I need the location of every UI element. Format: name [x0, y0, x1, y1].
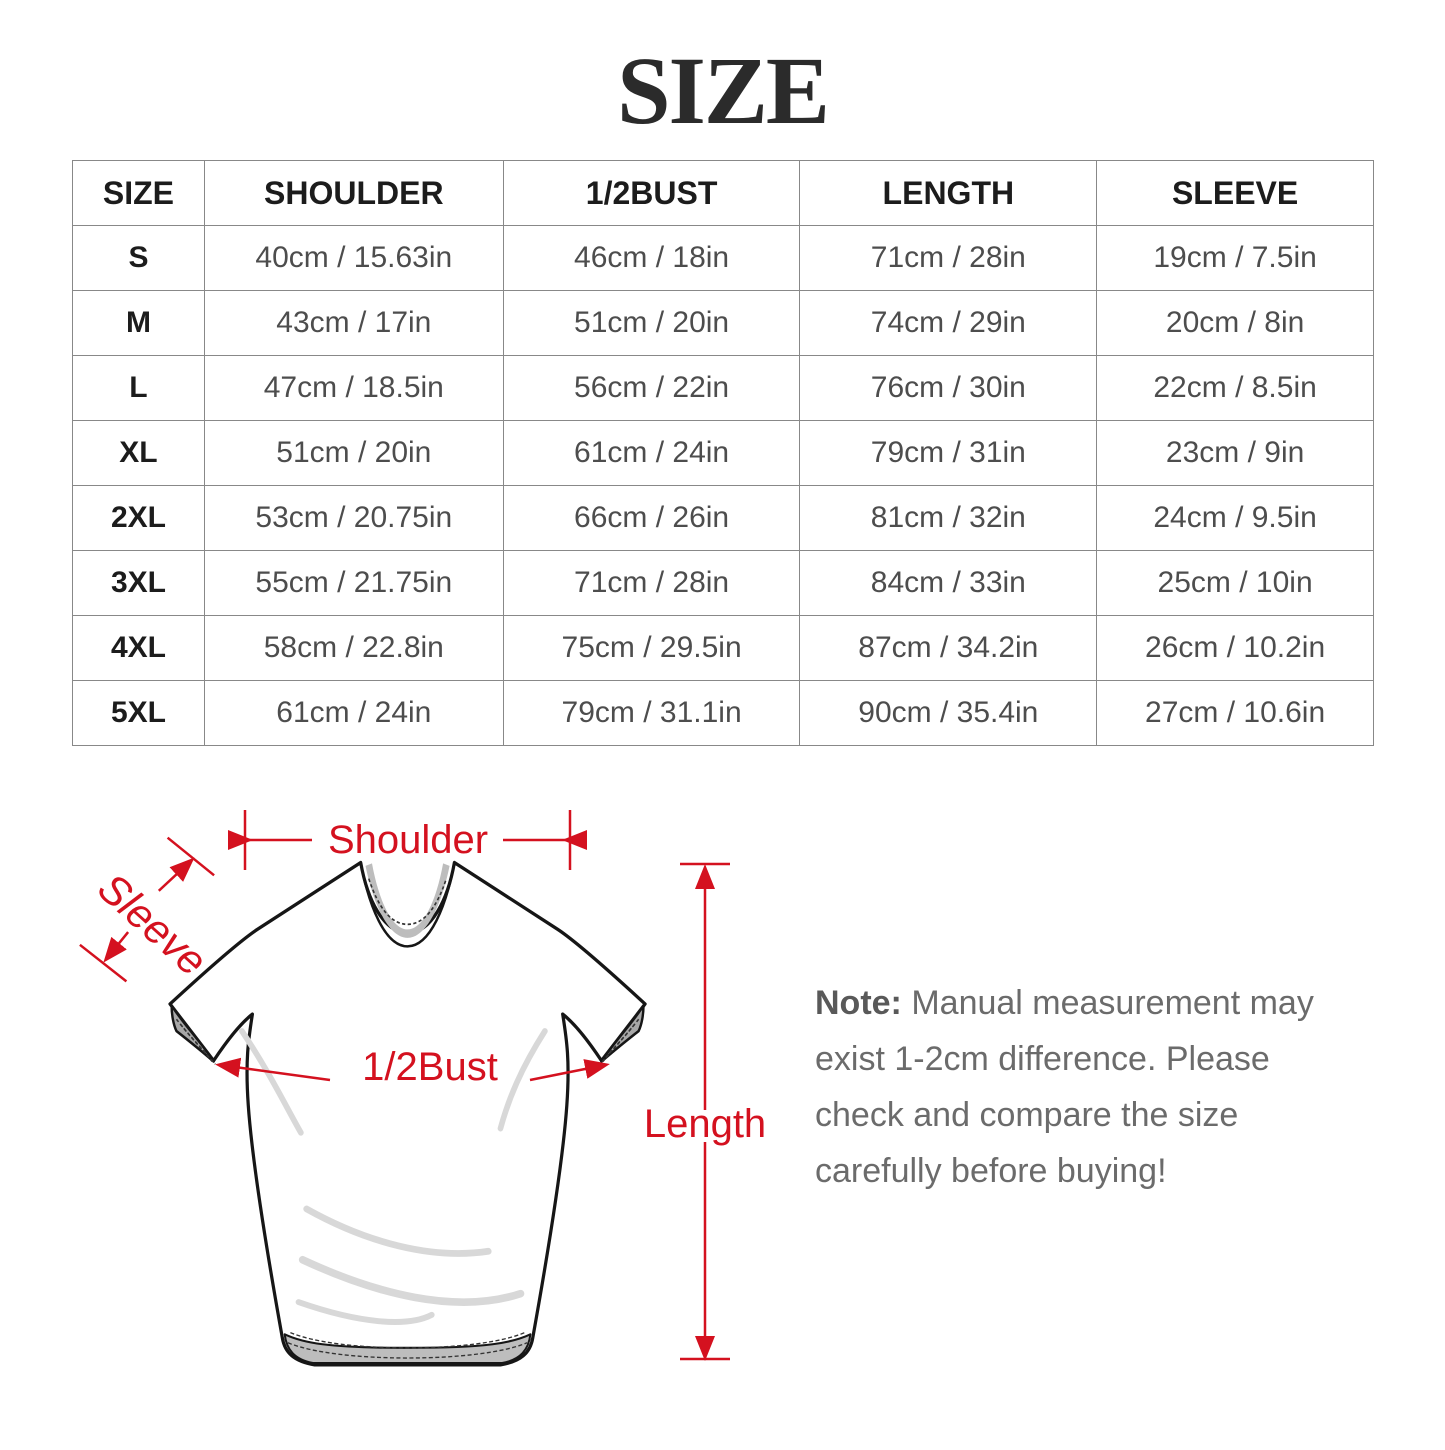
svg-text:1/2Bust: 1/2Bust — [362, 1045, 498, 1089]
svg-text:Shoulder: Shoulder — [328, 818, 488, 862]
svg-text:Length: Length — [644, 1102, 766, 1146]
